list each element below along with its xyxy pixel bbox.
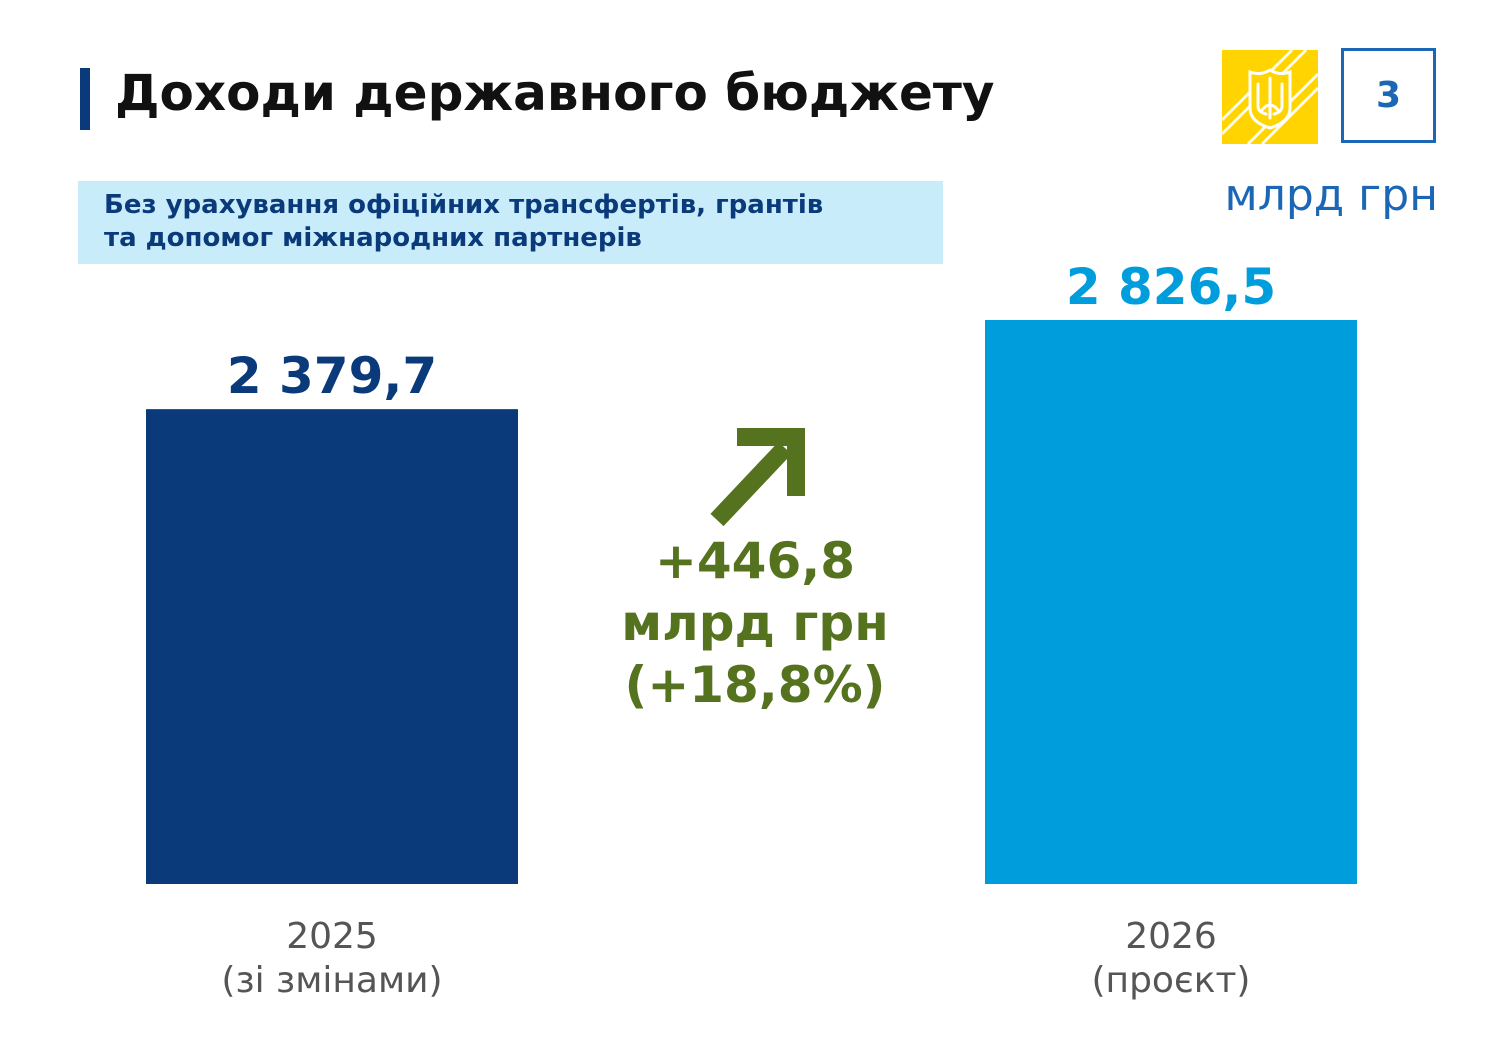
category-label-1-line-1: (проєкт): [1092, 960, 1251, 1001]
title-accent-bar: [80, 68, 90, 130]
change-percent: (+18,8%): [624, 656, 886, 714]
subtitle-line-2: та допомог міжнародних партнерів: [104, 223, 642, 253]
arrow-up-right-icon: [710, 428, 805, 527]
subtitle: Без урахування офіційних трансфертів, гр…: [104, 189, 823, 255]
ukraine-trident-logo: [1222, 50, 1318, 144]
change-unit: млрд грн: [621, 594, 889, 652]
change-value: +446,8: [654, 532, 856, 590]
bar-1: [985, 320, 1357, 884]
page-title: Доходи державного бюджету: [115, 64, 995, 122]
page-number: 3: [1341, 48, 1436, 143]
category-label-0-line-1: (зі змінами): [221, 960, 442, 1001]
bar-0: [146, 409, 518, 884]
change-annotation: +446,8 млрд грн (+18,8%): [540, 420, 970, 716]
category-label-0-line-0: 2025: [286, 916, 378, 957]
subtitle-line-1: Без урахування офіційних трансфертів, гр…: [104, 190, 824, 220]
category-label-1-line-0: 2026: [1125, 916, 1217, 957]
value-label-1: 2 826,5: [1066, 258, 1276, 316]
value-label-0: 2 379,7: [227, 347, 437, 405]
subtitle-box: Без урахування офіційних трансфертів, гр…: [78, 181, 943, 264]
unit-label: млрд грн: [1224, 170, 1438, 221]
